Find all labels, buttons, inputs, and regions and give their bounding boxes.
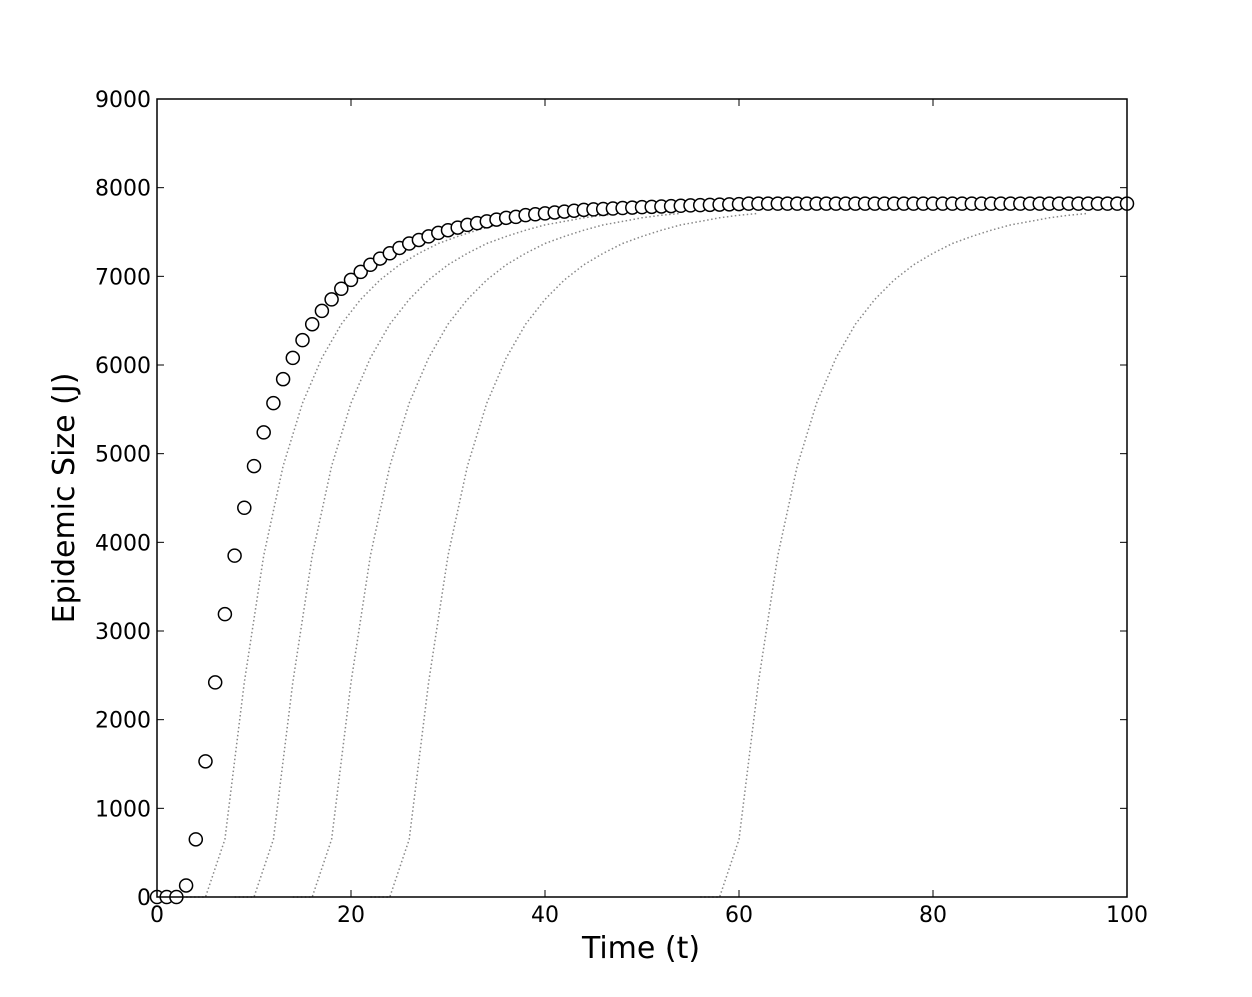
y-tick-label: 4000 [95, 531, 151, 556]
x-tick-label: 20 [337, 903, 365, 928]
x-tick-label: 40 [531, 903, 559, 928]
mean-marker [324, 292, 339, 307]
y-tick-label: 1000 [95, 797, 151, 822]
mean-marker [295, 332, 310, 348]
mean-marker [227, 548, 242, 563]
x-tick-label: 0 [150, 903, 164, 928]
x-tick-label: 100 [1106, 903, 1148, 928]
mean-marker [343, 272, 359, 288]
y-tick-label: 7000 [95, 265, 151, 290]
y-tick-label: 3000 [95, 620, 151, 645]
mean-marker [314, 303, 330, 319]
mean-marker [178, 878, 194, 893]
mean-marker [275, 371, 291, 387]
x-axis-label: Time (t) [581, 931, 700, 966]
mean-marker [285, 350, 301, 366]
y-tick-label: 0 [137, 886, 151, 911]
mean-marker [188, 832, 204, 847]
y-tick-label: 5000 [95, 443, 151, 468]
plot-frame [156, 98, 1128, 898]
simulation-line [234, 212, 623, 898]
mean-marker [334, 281, 349, 296]
x-tick-label: 80 [919, 903, 947, 928]
mean-line [157, 201, 1127, 899]
simulation-line [292, 212, 681, 898]
mean-marker [217, 606, 233, 622]
y-tick-label: 9000 [95, 88, 151, 113]
x-tick-label: 60 [725, 903, 753, 928]
y-tick-label: 6000 [95, 354, 151, 379]
y-tick-label: 2000 [95, 709, 151, 734]
mean-marker [198, 754, 213, 769]
mean-marker [256, 425, 271, 440]
y-tick-label: 8000 [95, 177, 151, 202]
simulation-line [186, 212, 575, 898]
mean-marker [266, 395, 281, 411]
y-axis-label: Epidemic Size (J) [47, 373, 82, 624]
mean-marker [246, 458, 262, 474]
simulation-line [370, 212, 759, 898]
mean-marker [353, 264, 368, 280]
simulation-line [700, 212, 1089, 898]
mean-marker [207, 675, 223, 690]
mean-marker [304, 316, 320, 332]
mean-marker [237, 500, 252, 516]
